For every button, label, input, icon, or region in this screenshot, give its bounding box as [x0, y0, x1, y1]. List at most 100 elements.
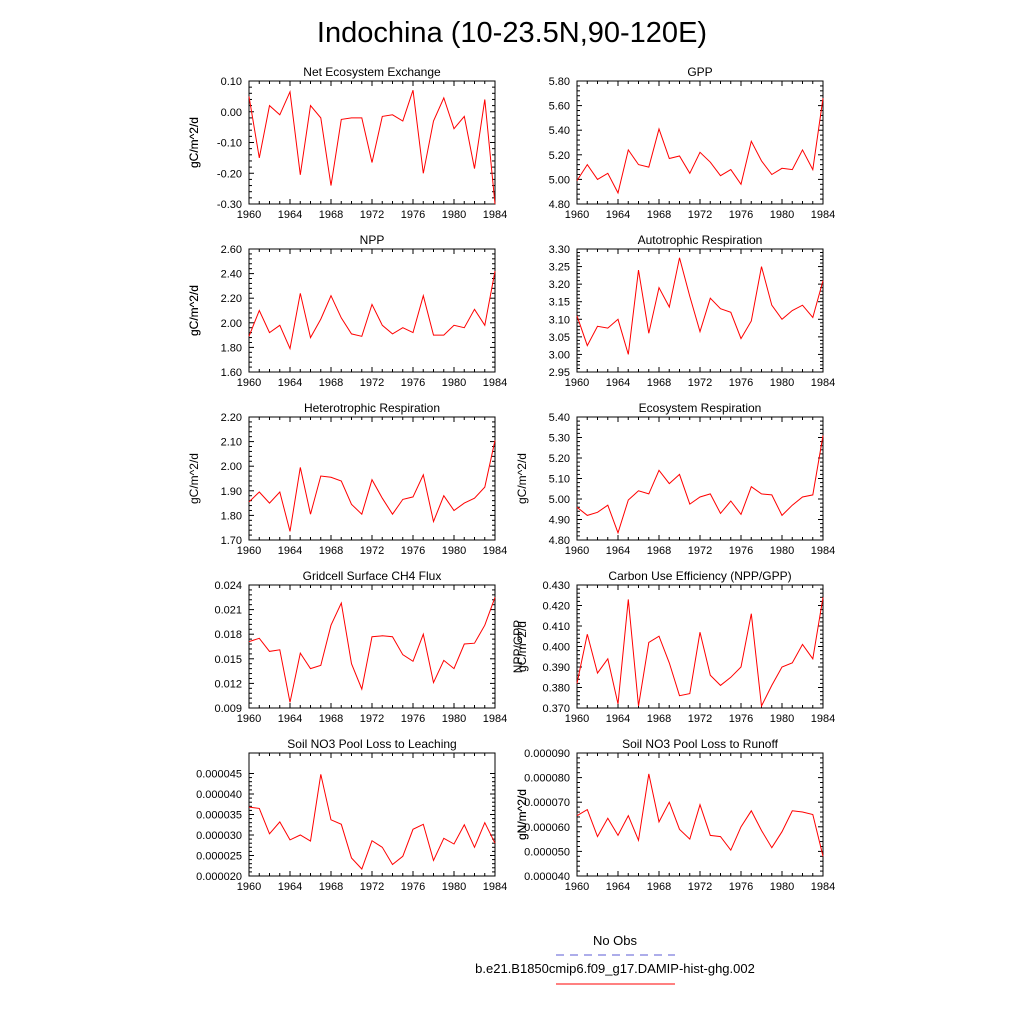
x-tick-label: 1980: [770, 377, 794, 389]
x-tick-label: 1964: [278, 209, 302, 221]
y-tick-label: 0.370: [542, 703, 570, 715]
y-tick-label: 2.10: [221, 437, 242, 449]
x-tick-label: 1980: [442, 377, 466, 389]
y-tick-label: 0.00: [221, 107, 242, 119]
x-tick-label: 1976: [729, 713, 753, 725]
x-tick-label: 1980: [442, 209, 466, 221]
y-tick-label: 1.90: [221, 486, 242, 498]
plot-frame: [248, 752, 496, 877]
x-tick-label: 1968: [647, 209, 671, 221]
legend-label-model-run: b.e21.B1850cmip6.f09_g17.DAMIP-hist-ghg.…: [475, 961, 755, 976]
y-tick-label: -0.20: [217, 168, 242, 180]
y-tick-label: 3.30: [549, 244, 570, 256]
plot-frame: [248, 248, 496, 373]
x-tick-label: 1976: [401, 209, 425, 221]
x-tick-label: 1964: [278, 713, 302, 725]
plot-frame: [248, 416, 496, 541]
series-line: [248, 89, 496, 205]
y-tick-label: 0.000025: [196, 851, 242, 863]
x-tick-label: 1980: [770, 209, 794, 221]
y-tick-label: 5.00: [549, 494, 570, 506]
y-tick-label: 0.000040: [196, 789, 242, 801]
y-tick-label: 0.390: [542, 662, 570, 674]
x-tick-label: 1964: [278, 545, 302, 557]
y-tick-label: 2.95: [549, 367, 570, 379]
x-tick-label: 1972: [688, 377, 712, 389]
y-tick-label: 0.380: [542, 683, 570, 695]
x-tick-label: 1964: [606, 545, 630, 557]
panel-title: Net Ecosystem Exchange: [303, 65, 441, 79]
page-title: Indochina (10-23.5N,90-120E): [317, 17, 707, 49]
y-tick-label: 0.000080: [524, 773, 570, 785]
x-tick-label: 1976: [401, 713, 425, 725]
x-tick-label: 1976: [729, 881, 753, 893]
x-tick-label: 1960: [565, 545, 589, 557]
x-tick-label: 1960: [237, 377, 261, 389]
y-tick-label: 0.400: [542, 642, 570, 654]
x-tick-label: 1984: [811, 209, 835, 221]
series-line: [576, 597, 824, 708]
x-tick-label: 1980: [442, 881, 466, 893]
series-line: [248, 774, 496, 870]
x-tick-label: 1980: [442, 713, 466, 725]
y-tick-label: 5.00: [549, 174, 570, 186]
y-tick-label: 0.420: [542, 601, 570, 613]
legend: No Obs b.e21.B1850cmip6.f09_g17.DAMIP-hi…: [475, 933, 755, 985]
panel-title: Ecosystem Respiration: [639, 401, 762, 415]
y-tick-label: 1.70: [221, 535, 242, 547]
x-tick-label: 1976: [401, 377, 425, 389]
x-tick-label: 1984: [483, 881, 507, 893]
y-tick-label: 0.410: [542, 621, 570, 633]
x-tick-label: 1972: [360, 713, 384, 725]
x-tick-label: 1968: [319, 377, 343, 389]
series-line: [576, 257, 824, 355]
x-tick-label: 1968: [647, 881, 671, 893]
x-tick-label: 1972: [360, 209, 384, 221]
y-tick-label: 5.10: [549, 474, 570, 486]
legend-label-no-obs: No Obs: [593, 933, 638, 948]
y-axis-label: gN/m^2/d: [515, 789, 529, 840]
plot-frame: [576, 584, 824, 709]
panel-title: NPP: [360, 233, 385, 247]
x-tick-label: 1976: [401, 545, 425, 557]
x-tick-label: 1980: [442, 545, 466, 557]
y-tick-label: 0.000020: [196, 871, 242, 883]
x-tick-label: 1980: [770, 713, 794, 725]
y-tick-label: 0.000045: [196, 769, 242, 781]
y-tick-label: 5.60: [549, 101, 570, 113]
chart-panels: Net Ecosystem Exchange gC/m^2/d 1960 1964 19…: [187, 65, 835, 893]
x-tick-label: 1960: [565, 377, 589, 389]
series-line: [248, 271, 496, 351]
x-tick-label: 1972: [360, 377, 384, 389]
plot-frame: [248, 80, 496, 205]
series-line: [576, 98, 824, 195]
panel-soil-no3-pool-loss-to-leaching: Soil NO3 Pool Loss to Leaching gN/m^2/d 19…: [196, 737, 529, 893]
x-tick-label: 1964: [278, 881, 302, 893]
x-tick-label: 1980: [770, 545, 794, 557]
y-tick-label: -0.30: [217, 199, 242, 211]
y-tick-label: 1.80: [221, 342, 242, 354]
y-tick-label: 0.000035: [196, 810, 242, 822]
x-tick-label: 1960: [237, 545, 261, 557]
y-tick-label: 4.80: [549, 535, 570, 547]
y-tick-label: 4.90: [549, 515, 570, 527]
y-tick-label: 0.021: [214, 605, 242, 617]
y-tick-label: 3.20: [549, 279, 570, 291]
series-line: [248, 597, 496, 703]
panel-npp: NPP gC/m^2/d 1960 1964 1968 1972 1976 1980 1984 1…: [187, 233, 507, 389]
y-tick-label: 5.20: [549, 453, 570, 465]
x-tick-label: 1984: [811, 713, 835, 725]
y-axis-label: gN/m^2/d: [515, 789, 529, 840]
panel-title: Soil NO3 Pool Loss to Runoff: [622, 737, 779, 751]
y-axis-label: gC/m^2/d: [187, 117, 201, 168]
y-tick-label: 5.40: [549, 125, 570, 137]
x-tick-label: 1972: [688, 209, 712, 221]
x-tick-label: 1964: [606, 881, 630, 893]
y-axis-label: gC/m^2/d: [187, 285, 201, 336]
panel-heterotrophic-respiration: Heterotrophic Respiration gC/m^2/d 1960 196…: [187, 401, 507, 557]
x-tick-label: 1972: [688, 881, 712, 893]
y-tick-label: 3.25: [549, 262, 570, 274]
panel-title: Carbon Use Efficiency (NPP/GPP): [608, 569, 791, 583]
y-axis-label: gC/m^2/d: [187, 117, 201, 168]
